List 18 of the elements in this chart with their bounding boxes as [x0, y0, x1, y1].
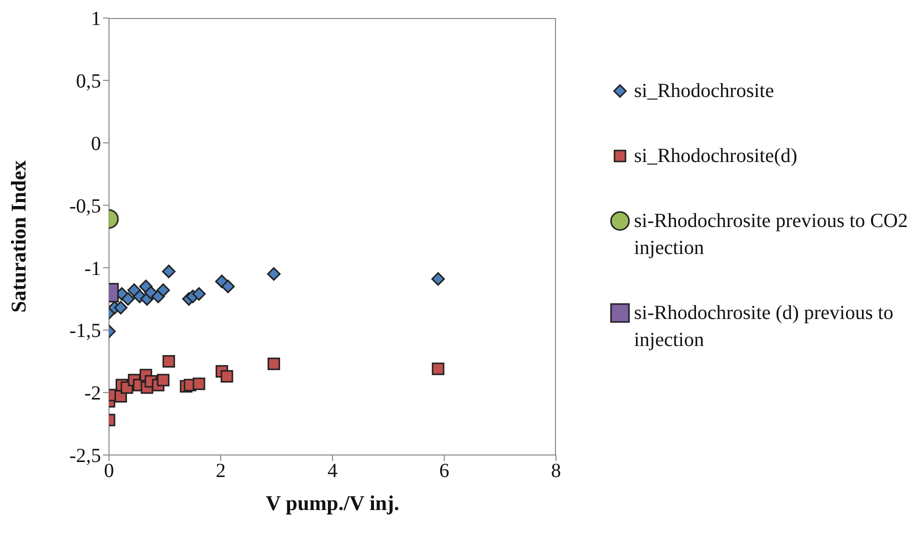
y-tick-label: -2 [84, 382, 101, 405]
y-tick-label: -1,5 [69, 320, 101, 342]
y-tick-label: 0 [91, 132, 101, 155]
x-tick-label: 8 [551, 460, 561, 482]
y-tick-label: 0,5 [76, 70, 101, 93]
y-tick-label: -0,5 [69, 195, 101, 218]
x-tick-label: 2 [216, 460, 226, 482]
y-axis-title: Saturation Index [6, 160, 30, 313]
y-tick-label: -2,5 [69, 445, 101, 468]
legend-label: si-Rhodochrosite (d) previous to injection [634, 301, 894, 353]
legend-label: si-Rhodochrosite previous to CO2 injection [634, 209, 909, 261]
legend-label: si_Rhodochrosite [634, 79, 775, 104]
y-tick-label: -1 [84, 258, 101, 280]
legend-label: si_Rhodochrosite(d) [634, 144, 798, 169]
x-axis-title: V pump./V inj. [266, 491, 400, 515]
y-tick-label: 1 [91, 8, 101, 30]
x-tick-label: 6 [439, 460, 450, 482]
x-tick-label: 4 [328, 460, 338, 482]
